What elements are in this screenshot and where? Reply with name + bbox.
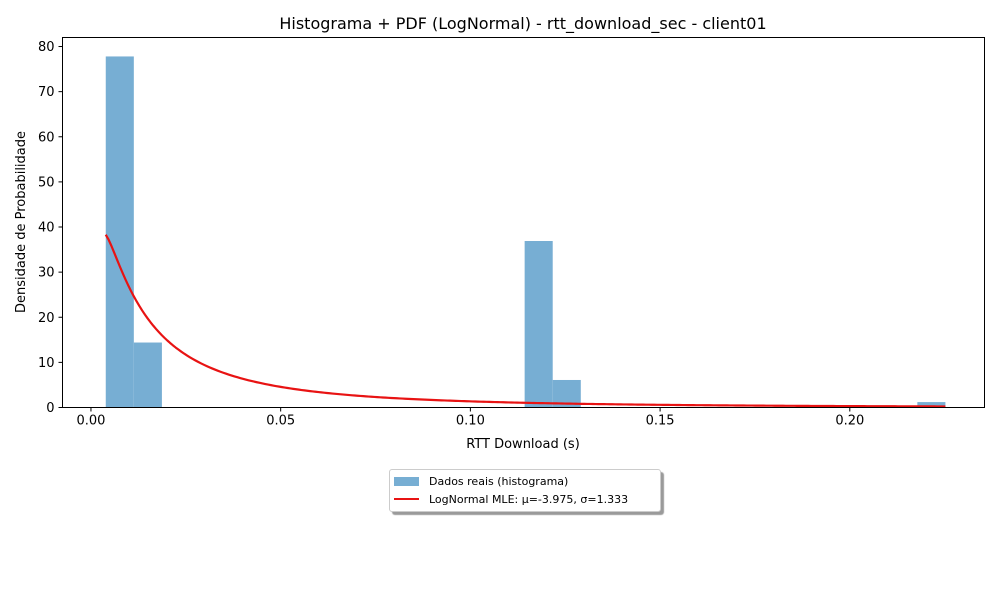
y-tick-label-6: 60: [38, 130, 55, 145]
legend-label-lognormal: LogNormal MLE: μ=-3.975, σ=1.333: [429, 492, 629, 506]
x-tick-label-4: 0.20: [835, 414, 864, 429]
axes-frame: [62, 37, 985, 408]
chart-title: Histograma + PDF (LogNormal) - rtt_downl…: [279, 14, 766, 34]
legend-entry-lognormal: LogNormal MLE: μ=-3.975, σ=1.333: [394, 491, 628, 507]
histogram-bar-0: [105, 56, 134, 408]
legend-label-histogram: Dados reais (histograma): [429, 474, 569, 488]
x-tick-label-2: 0.10: [456, 414, 485, 429]
histogram-bar-2: [524, 241, 553, 408]
y-tick-label-2: 20: [38, 311, 55, 326]
y-axis-ticks: 0 10 20 30 40 50 60 70 80: [38, 40, 63, 416]
y-tick-label-5: 50: [38, 175, 55, 190]
legend-swatch-histogram: [394, 476, 419, 486]
x-axis-ticks: 0.00 0.05 0.10 0.15 0.20: [76, 407, 864, 429]
y-tick-label-0: 0: [46, 401, 54, 416]
y-axis-label: Densidade de Probabilidade: [14, 131, 29, 313]
x-tick-label-0: 0.00: [76, 414, 105, 429]
y-tick-label-8: 80: [38, 40, 55, 55]
y-tick-label-3: 30: [38, 266, 55, 281]
legend: Dados reais (histograma) LogNormal MLE: …: [389, 469, 661, 512]
y-tick-label-7: 70: [38, 85, 55, 100]
histogram-bar-4: [917, 402, 946, 408]
histogram-bar-1: [133, 342, 162, 408]
y-tick-label-1: 10: [38, 356, 55, 371]
x-axis-label: RTT Download (s): [466, 437, 580, 452]
x-tick-label-1: 0.05: [266, 414, 295, 429]
pdf-curve-layer: [104, 234, 946, 408]
legend-swatch-lognormal: [394, 498, 419, 500]
y-tick-label-4: 40: [38, 221, 55, 236]
histogram-bars: [105, 56, 946, 408]
x-tick-label-3: 0.15: [646, 414, 675, 429]
legend-entry-histogram: Dados reais (histograma): [394, 473, 568, 489]
lognormal-pdf-line: [104, 234, 946, 408]
